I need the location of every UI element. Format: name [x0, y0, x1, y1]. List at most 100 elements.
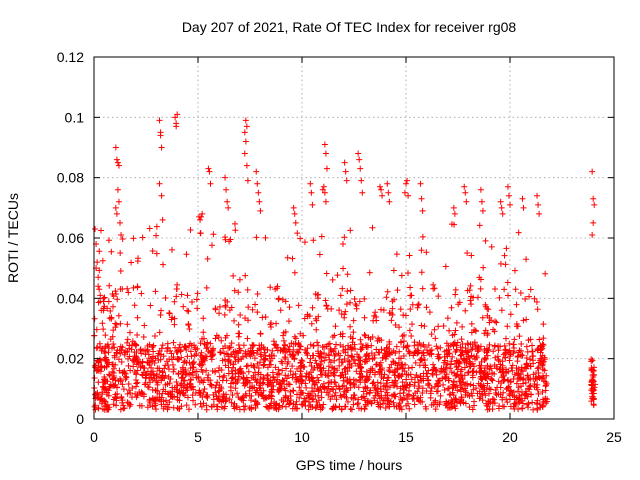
data-point — [374, 379, 381, 386]
data-point — [273, 379, 280, 386]
data-point — [431, 285, 438, 292]
data-point — [251, 364, 258, 371]
data-point — [347, 323, 354, 330]
data-point — [236, 276, 243, 283]
data-point — [232, 376, 239, 383]
data-point — [347, 379, 354, 386]
data-point — [409, 364, 416, 371]
data-point — [189, 383, 196, 390]
data-point — [319, 186, 326, 193]
data-point — [513, 380, 520, 387]
data-point — [509, 362, 516, 369]
data-point — [119, 369, 126, 376]
data-point — [272, 405, 279, 412]
data-point — [98, 364, 105, 371]
data-point — [369, 356, 376, 363]
data-point — [367, 367, 374, 374]
data-point — [275, 406, 282, 413]
data-point — [210, 231, 217, 238]
data-point — [100, 307, 107, 314]
data-point — [93, 345, 100, 352]
data-point — [342, 403, 349, 410]
data-point — [156, 117, 163, 124]
data-point — [390, 267, 397, 274]
data-point — [95, 366, 102, 373]
data-point — [316, 251, 323, 258]
data-point — [513, 320, 520, 327]
data-point — [235, 358, 242, 365]
data-point — [534, 365, 541, 372]
data-point — [329, 364, 336, 371]
data-point — [295, 349, 302, 356]
data-point — [539, 388, 546, 395]
data-point — [506, 391, 513, 398]
data-point — [589, 357, 596, 364]
data-point — [291, 269, 298, 276]
data-point — [427, 388, 434, 395]
data-point — [540, 321, 547, 328]
data-point — [185, 321, 192, 328]
data-point — [468, 320, 475, 327]
data-point — [483, 373, 490, 380]
data-point — [283, 375, 290, 382]
data-point — [454, 339, 461, 346]
data-point — [151, 359, 158, 366]
data-point — [270, 383, 277, 390]
data-point — [442, 357, 449, 364]
data-point — [146, 225, 153, 232]
data-point — [525, 337, 532, 344]
data-point — [106, 372, 113, 379]
data-point — [290, 387, 297, 394]
data-point — [476, 222, 483, 229]
data-point — [337, 292, 344, 299]
data-point — [173, 123, 180, 130]
data-point — [475, 347, 482, 354]
data-point — [398, 272, 405, 279]
data-point — [334, 367, 341, 374]
data-point — [386, 338, 393, 345]
data-point — [403, 402, 410, 409]
data-point — [112, 320, 119, 327]
data-point — [214, 403, 221, 410]
data-point — [254, 309, 261, 316]
data-point — [453, 364, 460, 371]
data-point — [358, 364, 365, 371]
data-point — [162, 388, 169, 395]
data-point — [379, 354, 386, 361]
data-point — [520, 400, 527, 407]
data-point — [356, 156, 363, 163]
data-point — [244, 177, 251, 184]
data-point — [203, 393, 210, 400]
data-point — [338, 359, 345, 366]
data-point — [230, 272, 237, 279]
data-point — [506, 340, 513, 347]
data-point — [440, 322, 447, 329]
data-point — [491, 400, 498, 407]
data-point — [465, 369, 472, 376]
data-point — [526, 293, 533, 300]
data-point — [354, 351, 361, 358]
data-point — [485, 390, 492, 397]
data-point — [154, 352, 161, 359]
data-point — [232, 370, 239, 377]
data-point — [372, 382, 379, 389]
data-point — [518, 352, 525, 359]
data-point — [280, 332, 287, 339]
data-point — [151, 332, 158, 339]
data-point — [411, 342, 418, 349]
data-point — [182, 343, 189, 350]
data-point — [406, 349, 413, 356]
data-point — [232, 380, 239, 387]
data-point — [322, 297, 329, 304]
data-point — [138, 389, 145, 396]
data-point — [458, 351, 465, 358]
data-point — [347, 287, 354, 294]
data-point — [444, 385, 451, 392]
data-point — [488, 376, 495, 383]
data-point — [249, 341, 256, 348]
data-point — [164, 345, 171, 352]
data-point — [487, 386, 494, 393]
data-point — [433, 343, 440, 350]
data-point — [112, 144, 119, 151]
data-point — [493, 363, 500, 370]
